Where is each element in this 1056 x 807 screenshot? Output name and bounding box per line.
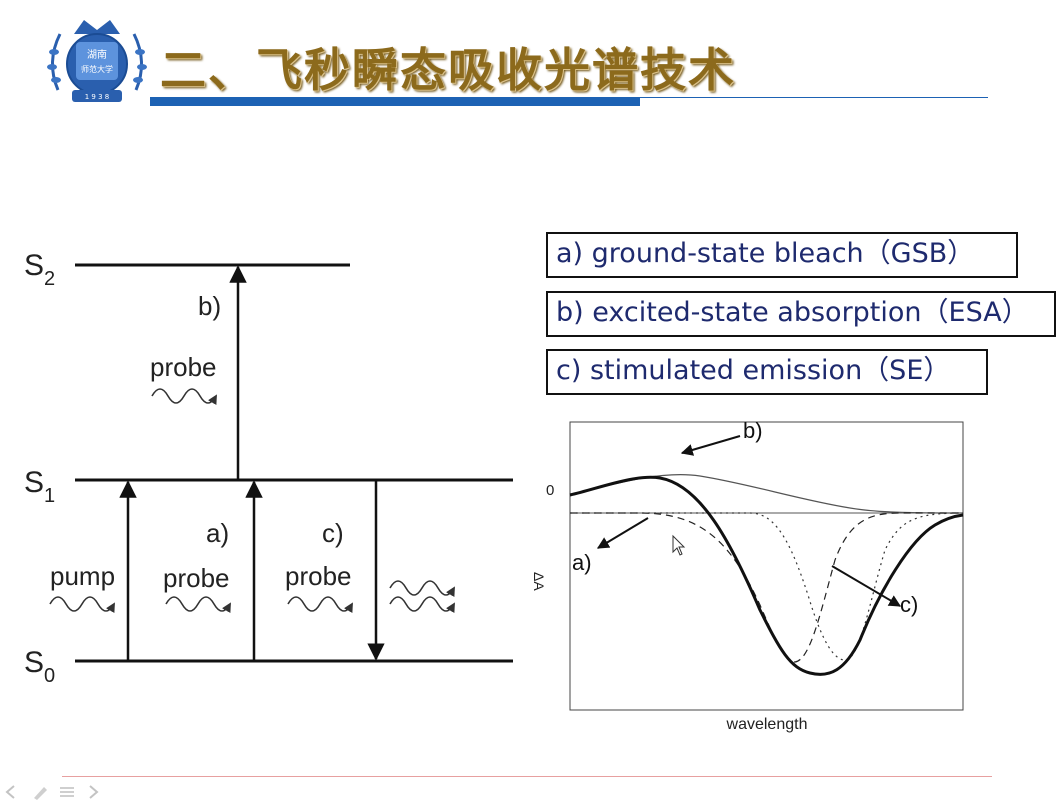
annotation-a: a) [572,550,592,575]
university-seal-icon: 湖南 师范大学 1 9 3 8 [47,20,147,102]
zero-label: 0 [546,482,554,499]
se-emission-wave-icon [389,580,455,598]
transition-label-c: c) [322,518,344,548]
transition-label-b: b) [198,291,221,321]
x-axis-label: wavelength [726,716,808,733]
logo-text-top: 湖南 [87,48,107,61]
transient-absorption-spectrum: 0 ΔA wavelength b) a) c) [531,418,964,733]
se-probe-wave-icon [287,596,353,614]
logo-year: 1 9 3 8 [85,93,110,101]
title-underline-rule [150,97,988,98]
legend-se: c) stimulated emission（SE） [546,349,988,395]
total-signal-curve [569,475,964,676]
gsb-probe-label: probe [163,563,230,593]
menu-icon[interactable] [60,787,74,797]
pen-icon[interactable] [34,787,47,800]
prev-icon[interactable] [5,785,15,799]
slide-title: 二、飞秒瞬态吸收光谱技术 [160,43,736,97]
y-axis-label: ΔA [531,572,547,591]
pump-wave-icon [49,596,115,614]
level-label-s1: S1 [24,466,55,507]
legend-esa: b) excited-state absorption（ESA） [546,291,1056,337]
slideshow-controls[interactable] [4,781,114,803]
pump-label: pump [50,561,115,591]
gsb-curve [570,512,963,663]
transition-label-a: a) [206,518,229,548]
mouse-cursor-icon [672,534,686,556]
legend-gsb: a) ground-state bleach（GSB） [546,232,1018,278]
title-underline-bar [150,97,640,106]
next-icon[interactable] [89,785,99,799]
annotation-b-arrow [680,435,741,456]
footer-rule [62,776,992,777]
energy-level-diagram: S2 S1 S0 b) probe a) c) pump probe probe [24,249,513,687]
annotation-c-arrow [831,565,902,607]
seal-laurel [51,33,143,91]
annotation-c: c) [900,592,918,617]
se-emission-wave-icon [389,596,455,614]
seal-crown-icon [74,20,120,34]
se-probe-label: probe [285,561,352,591]
esa-probe-wave-icon [151,388,217,406]
plot-frame [569,421,964,711]
annotation-a-arrow [596,517,649,549]
level-label-s0: S0 [24,646,55,687]
level-label-s2: S2 [24,249,55,290]
esa-probe-label: probe [150,352,217,382]
gsb-probe-wave-icon [165,596,231,614]
annotation-b: b) [743,418,763,443]
logo-text-mid: 师范大学 [81,64,113,74]
se-curve [570,512,964,661]
